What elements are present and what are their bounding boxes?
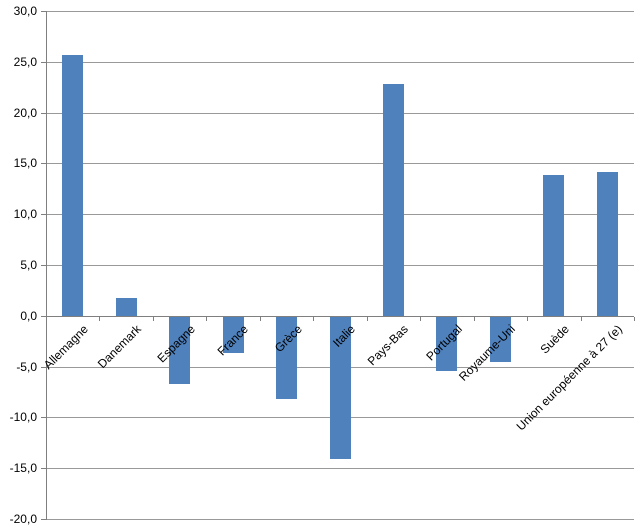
y-axis-label: 0,0 xyxy=(20,309,37,323)
y-axis-tick xyxy=(41,367,46,368)
x-axis-tick xyxy=(260,317,261,321)
x-axis-tick xyxy=(153,317,154,321)
x-axis-tick xyxy=(581,317,582,321)
y-axis-tick xyxy=(41,468,46,469)
x-axis-tick xyxy=(367,317,368,321)
gridline xyxy=(46,113,634,114)
y-axis-tick xyxy=(41,62,46,63)
bar-espagne xyxy=(169,317,190,384)
y-axis-tick xyxy=(41,214,46,215)
bar-pays-bas xyxy=(383,84,404,316)
y-axis-label: 25,0 xyxy=(13,55,37,69)
bar-france xyxy=(223,317,244,353)
y-axis-label: -5,0 xyxy=(16,360,37,374)
gridline xyxy=(46,265,634,266)
x-axis-tick xyxy=(99,317,100,321)
y-axis-label: 20,0 xyxy=(13,106,37,120)
y-axis-tick xyxy=(41,265,46,266)
gridline xyxy=(46,519,634,520)
x-axis-line xyxy=(46,316,634,317)
x-axis-tick xyxy=(206,317,207,321)
gridline xyxy=(46,468,634,469)
y-axis-tick xyxy=(41,417,46,418)
bar-allemagne xyxy=(62,55,83,316)
y-axis-label: -20,0 xyxy=(9,512,37,526)
bar-danemark xyxy=(116,298,137,316)
y-axis-tick xyxy=(41,519,46,520)
bar-grece xyxy=(276,317,297,399)
gridline xyxy=(46,62,634,63)
gridline xyxy=(46,163,634,164)
bar-italie xyxy=(330,317,351,459)
y-axis-label: 30,0 xyxy=(13,4,37,18)
gridline xyxy=(46,214,634,215)
bar-suede xyxy=(543,175,564,316)
gridline xyxy=(46,11,634,12)
bar-portugal xyxy=(436,317,457,371)
y-axis-tick xyxy=(41,113,46,114)
y-axis-tick xyxy=(41,11,46,12)
x-axis-tick xyxy=(527,317,528,321)
y-axis-label: 15,0 xyxy=(13,156,37,170)
x-axis-tick xyxy=(313,317,314,321)
x-axis-tick xyxy=(46,317,47,321)
y-axis-label: 10,0 xyxy=(13,207,37,221)
y-axis-label: -15,0 xyxy=(9,461,37,475)
bar-union-europeenne-a-27-e xyxy=(597,172,618,316)
x-axis-tick xyxy=(474,317,475,321)
x-axis-tick xyxy=(420,317,421,321)
y-axis-line xyxy=(46,11,47,520)
x-axis-tick xyxy=(634,317,635,321)
y-axis-label: 5,0 xyxy=(20,258,37,272)
y-axis-label: -10,0 xyxy=(9,410,37,424)
y-axis-tick xyxy=(41,163,46,164)
bar-royaume-uni xyxy=(490,317,511,362)
y-axis-tick xyxy=(41,316,46,317)
